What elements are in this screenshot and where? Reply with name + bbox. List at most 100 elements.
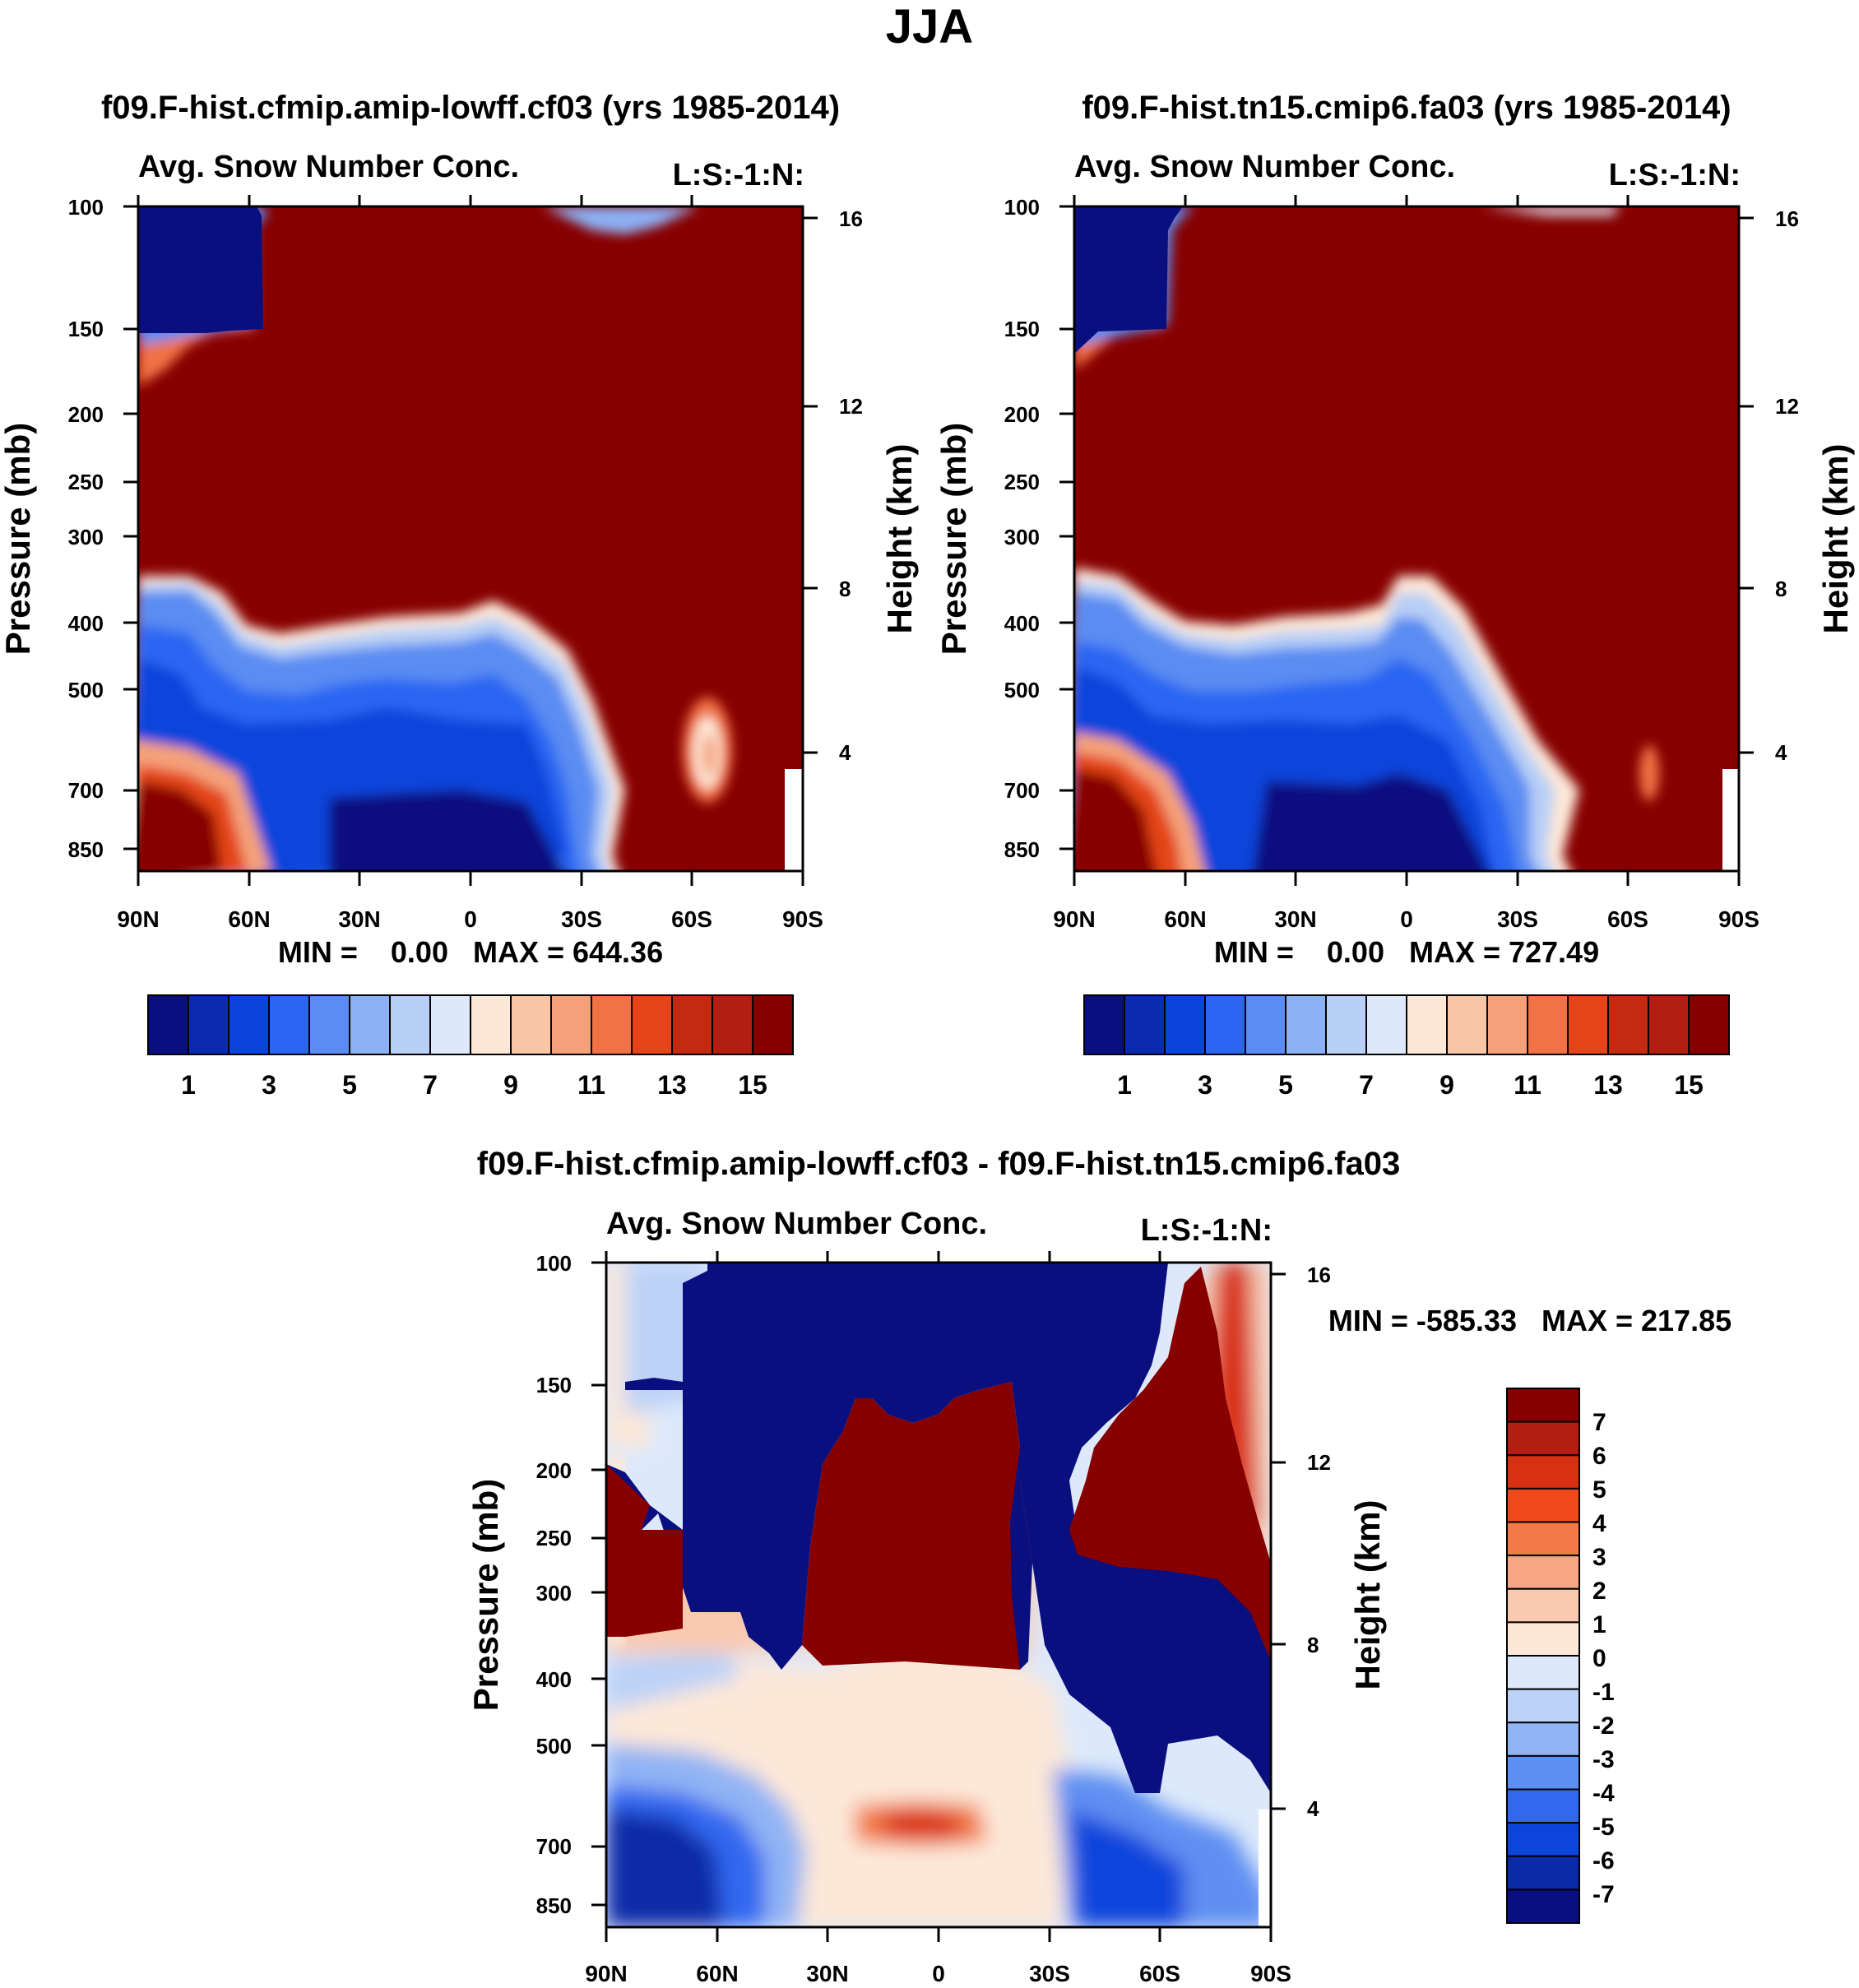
panel-c-x-tick: 30S	[1029, 1961, 1070, 1986]
panel-a-y-tick: 300	[68, 525, 104, 549]
colorbar-label: 7	[1592, 1409, 1606, 1436]
colorbar-swatch	[1506, 1621, 1580, 1657]
panel-b-x-tick: 60S	[1607, 906, 1648, 932]
colorbar-label: -5	[1592, 1814, 1615, 1841]
colorbar-label: -7	[1592, 1881, 1615, 1908]
colorbar-swatch	[1506, 1587, 1580, 1624]
colorbar-label: 7	[423, 1070, 438, 1100]
panel-a-height-tick: 16	[839, 206, 863, 231]
panel-a-colorbar-labels: 1 3 5 7 9 11 13 15	[181, 1070, 767, 1100]
colorbar-label: 5	[1592, 1476, 1606, 1504]
colorbar-label: 9	[503, 1070, 518, 1100]
colorbar-label: 7	[1359, 1070, 1374, 1100]
colorbar-swatch	[268, 994, 310, 1055]
colorbar-label: 13	[657, 1070, 687, 1100]
panel-b-y-label: Pressure (mb)	[934, 423, 973, 655]
panel-c-y-tick: 100	[536, 1251, 572, 1276]
panel-a-y-tick: 200	[68, 402, 104, 427]
panel-b-y-axis: 100 150 200 250 300 400 500 700 850	[1004, 195, 1074, 862]
colorbar-swatch	[671, 994, 713, 1055]
colorbar-swatch	[1506, 1420, 1580, 1457]
colorbar-label: 3	[1198, 1070, 1212, 1100]
panel-b-x-tick: 60N	[1164, 906, 1206, 932]
colorbar-swatch	[1506, 1754, 1580, 1791]
colorbar-label: 1	[181, 1070, 196, 1100]
colorbar-swatch	[1506, 1888, 1580, 1924]
colorbar-swatch	[470, 994, 512, 1055]
panel-a-x-tick: 90S	[782, 906, 823, 932]
panel-c-subtitle-left: Avg. Snow Number Conc.	[606, 1207, 987, 1241]
colorbar-swatch	[1365, 994, 1407, 1055]
colorbar-swatch	[147, 994, 189, 1055]
panel-a-y-tick: 400	[68, 611, 104, 636]
colorbar-swatch	[1506, 1788, 1580, 1824]
colorbar-swatch	[349, 994, 391, 1055]
panel-a-y-tick: 700	[68, 778, 104, 803]
colorbar-swatch	[1567, 994, 1609, 1055]
panel-b-title: f09.F-hist.tn15.cmip6.fa03 (yrs 1985-201…	[1082, 90, 1731, 126]
panel-a-height-tick: 12	[839, 394, 863, 419]
panel-b-x-tick: 0	[1400, 906, 1413, 932]
panel-b-y-tick: 300	[1004, 525, 1040, 549]
colorbar-swatch	[1486, 994, 1528, 1055]
panel-a: f09.F-hist.cfmip.amip-lowff.cf03 (yrs 19…	[0, 90, 919, 1100]
colorbar-label: 3	[262, 1070, 276, 1100]
panel-b-field	[1074, 206, 1739, 871]
colorbar-swatch	[1124, 994, 1166, 1055]
colorbar-swatch	[389, 994, 431, 1055]
colorbar-label: 15	[738, 1070, 767, 1100]
colorbar-swatch	[1648, 994, 1690, 1055]
colorbar-label: 5	[342, 1070, 357, 1100]
panel-a-height-tick: 4	[839, 740, 851, 765]
panel-b-y-axis-right: 16 12 8 4	[1739, 206, 1799, 765]
colorbar-swatch	[1506, 1487, 1580, 1523]
panel-b-x-tick: 30S	[1497, 906, 1538, 932]
colorbar-swatch	[752, 994, 794, 1055]
colorbar-swatch	[429, 994, 471, 1055]
panel-a-x-tick: 0	[464, 906, 477, 932]
panel-a-x-tick: 90N	[117, 906, 159, 932]
colorbar-swatch	[1506, 1688, 1580, 1724]
colorbar-swatch	[550, 994, 592, 1055]
colorbar-label: -3	[1592, 1746, 1615, 1773]
page-title: JJA	[886, 0, 973, 53]
colorbar-swatch	[591, 994, 633, 1055]
colorbar-swatch	[1164, 994, 1206, 1055]
panel-b-x-tick: 90S	[1718, 906, 1759, 932]
panel-a-x-tick: 60S	[671, 906, 712, 932]
colorbar-swatch	[510, 994, 552, 1055]
panel-c-y-tick: 150	[536, 1373, 572, 1397]
panel-a-y-label-right: Height (km)	[880, 444, 919, 634]
panel-b-height-tick: 8	[1775, 577, 1787, 601]
colorbar-label: 0	[1592, 1645, 1606, 1672]
colorbar-label: 1	[1592, 1611, 1606, 1638]
panel-b-colorbar-labels: 1 3 5 7 9 11 13 15	[1117, 1070, 1704, 1100]
panel-a-y-tick: 850	[68, 837, 104, 862]
panel-b-subtitle-right: L:S:-1:N:	[1609, 158, 1741, 192]
panel-c-y-tick: 500	[536, 1734, 572, 1759]
colorbar-swatch	[1325, 994, 1367, 1055]
panel-b-colorbar	[1083, 994, 1730, 1055]
panel-c-x-tick: 90S	[1250, 1961, 1291, 1986]
panel-c-x-tick: 90N	[585, 1961, 627, 1986]
colorbar-swatch	[1245, 994, 1286, 1055]
colorbar-swatch	[1446, 994, 1488, 1055]
panel-a-x-tick: 60N	[228, 906, 270, 932]
colorbar-swatch	[1506, 1388, 1580, 1423]
colorbar-label: 11	[577, 1070, 605, 1100]
panel-c-height-tick: 16	[1307, 1263, 1331, 1287]
colorbar-swatch	[1506, 1454, 1580, 1490]
colorbar-label: -4	[1592, 1780, 1615, 1807]
colorbar-label: 1	[1117, 1070, 1132, 1100]
colorbar-swatch	[188, 994, 229, 1055]
colorbar-swatch	[228, 994, 270, 1055]
colorbar-swatch	[1506, 1655, 1580, 1690]
panel-c-y-label: Pressure (mb)	[466, 1479, 505, 1711]
colorbar-label: 11	[1514, 1070, 1541, 1100]
panel-a-y-axis-right: 16 12 8 4	[803, 206, 863, 765]
colorbar-swatch	[1506, 1521, 1580, 1557]
panel-c-x-tick: 30N	[806, 1961, 848, 1986]
colorbar-swatch	[712, 994, 753, 1055]
panel-c-y-tick: 300	[536, 1581, 572, 1606]
